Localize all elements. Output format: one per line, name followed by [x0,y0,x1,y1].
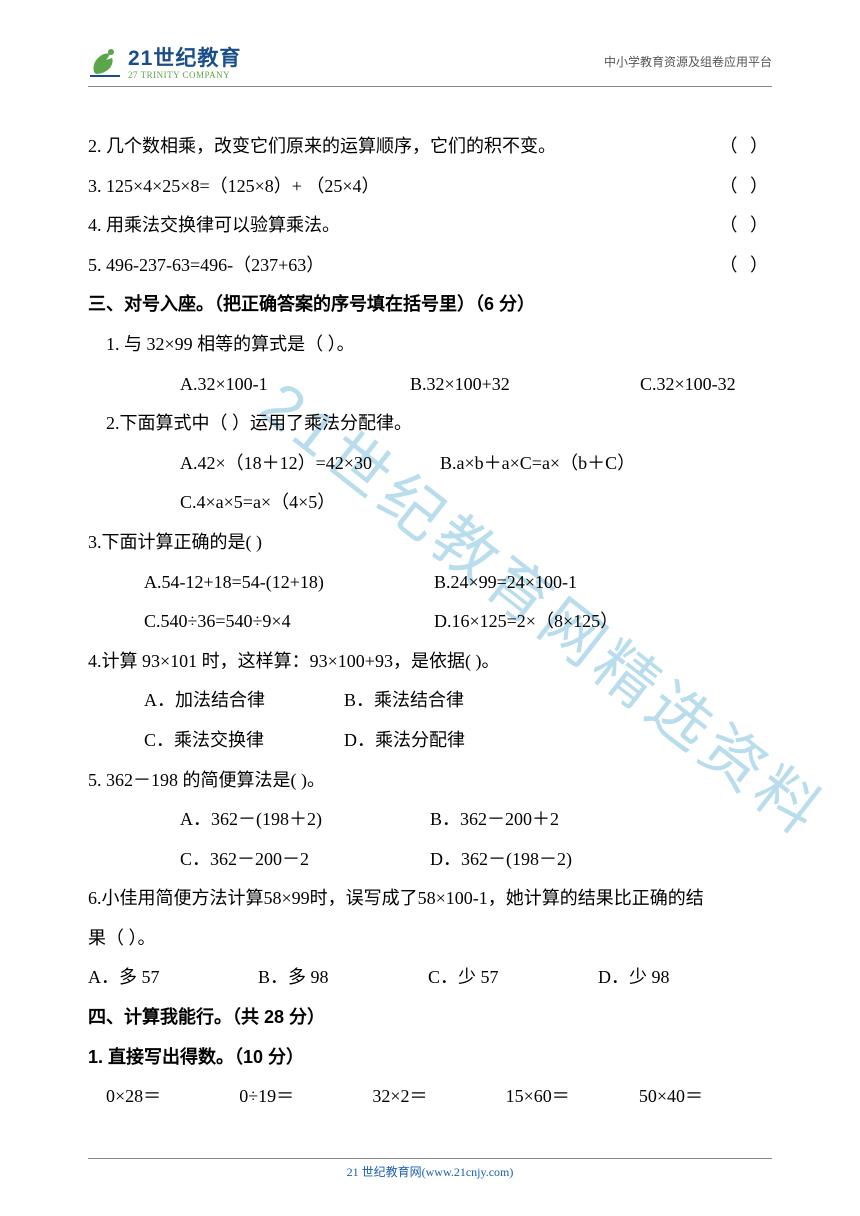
answer-blank[interactable]: （ ） [720,127,773,167]
logo-text-main: 21世纪教育 [128,42,241,72]
page-footer: 21 世纪教育网(www.21cnjy.com) [88,1158,772,1180]
calc-4[interactable]: 15×60＝ [506,1077,639,1117]
s2-q5: 5. 496-237-63=496-（237+63） （ ） [88,246,772,286]
s3-q3-a[interactable]: A.54-12+18=54-(12+18) [144,563,434,603]
s3-q4-opts-row2: C．乘法交换律 D．乘法分配律 [88,721,772,761]
s2-q2: 2. 几个数相乘，改变它们原来的运算顺序，它们的积不变。 （ ） [88,127,772,167]
s3-q5-d[interactable]: D．362－(198－2) [430,840,572,880]
s3-q6-a[interactable]: A．多 57 [88,958,258,998]
s3-q6-stem-a: 6.小佳用简便方法计算58×99时，误写成了58×100-1，她计算的结果比正确… [88,879,772,919]
s2-q3: 3. 125×4×25×8=（125×8）+ （25×4） （ ） [88,167,772,207]
s3-q4-opts-row1: A．加法结合律 B．乘法结合律 [88,681,772,721]
s2-q4-text: 4. 用乘法交换律可以验算乘法。 [88,206,720,246]
s3-q4-stem: 4.计算 93×101 时，这样算：93×100+93，是依据( )。 [88,642,772,682]
s3-q5-opts-row1: A．362－(198＋2) B．362－200＋2 [88,800,772,840]
s3-q1-a[interactable]: A.32×100-1 [180,365,410,405]
s3-q2-a[interactable]: A.42×（18＋12）=42×30 [180,444,440,484]
s3-q6-stem-b: 果（ ）。 [88,919,772,959]
s3-q4-c[interactable]: C．乘法交换律 [144,721,344,761]
logo-text-sub: 27 TRINITY COMPANY [128,70,241,80]
page-header: 21世纪教育 27 TRINITY COMPANY 中小学教育资源及组卷应用平台 [88,42,772,87]
s3-q2-stem: 2.下面算式中（ ）运用了乘法分配律。 [88,404,772,444]
s3-q2-opts-row2: C.4×a×5=a×（4×5） [88,483,772,523]
s3-q6-opts: A．多 57 B．多 98 C．少 57 D．少 98 [88,958,772,998]
s3-q5-c[interactable]: C．362－200－2 [180,840,430,880]
s3-q3-c[interactable]: C.540÷36=540÷9×4 [144,602,434,642]
s3-q4-a[interactable]: A．加法结合律 [144,681,344,721]
calc-2[interactable]: 0÷19＝ [239,1077,372,1117]
calc-5[interactable]: 50×40＝ [639,1077,772,1117]
s3-q5-opts-row2: C．362－200－2 D．362－(198－2) [88,840,772,880]
s3-q6-d[interactable]: D．少 98 [598,958,670,998]
s3-q1-opts: A.32×100-1 B.32×100+32 C.32×100-32 [88,365,772,405]
s3-q1-c[interactable]: C.32×100-32 [640,365,736,405]
s3-q6-c[interactable]: C．少 57 [428,958,598,998]
s3-q3-opts-row1: A.54-12+18=54-(12+18) B.24×99=24×100-1 [88,563,772,603]
answer-blank[interactable]: （ ） [720,206,773,246]
logo: 21世纪教育 27 TRINITY COMPANY [88,42,241,80]
s2-q2-text: 2. 几个数相乘，改变它们原来的运算顺序，它们的积不变。 [88,127,720,167]
s3-q2-opts-row1: A.42×（18＋12）=42×30 B.a×b＋a×C=a×（b＋C） [88,444,772,484]
s3-q2-c[interactable]: C.4×a×5=a×（4×5） [180,483,335,523]
section4-sub1-title: 1. 直接写出得数。（10 分） [88,1038,772,1078]
calc-row-1: 0×28＝ 0÷19＝ 32×2＝ 15×60＝ 50×40＝ [88,1077,772,1117]
s3-q3-stem: 3.下面计算正确的是( ) [88,523,772,563]
s3-q3-b[interactable]: B.24×99=24×100-1 [434,563,577,603]
header-right-text: 中小学教育资源及组卷应用平台 [604,53,772,70]
s3-q3-opts-row2: C.540÷36=540÷9×4 D.16×125=2×（8×125） [88,602,772,642]
calc-1[interactable]: 0×28＝ [106,1077,239,1117]
content-body: 2. 几个数相乘，改变它们原来的运算顺序，它们的积不变。 （ ） 3. 125×… [88,127,772,1117]
s2-q5-text: 5. 496-237-63=496-（237+63） [88,246,720,286]
s3-q2-b[interactable]: B.a×b＋a×C=a×（b＋C） [440,444,635,484]
logo-icon [88,44,122,78]
s3-q5-a[interactable]: A．362－(198＋2) [180,800,430,840]
s3-q5-b[interactable]: B．362－200＋2 [430,800,559,840]
s2-q4: 4. 用乘法交换律可以验算乘法。 （ ） [88,206,772,246]
s3-q3-d[interactable]: D.16×125=2×（8×125） [434,602,618,642]
s3-q1-stem: 1. 与 32×99 相等的算式是（ ）。 [88,325,772,365]
s3-q6-b[interactable]: B．多 98 [258,958,428,998]
s2-q3-text: 3. 125×4×25×8=（125×8）+ （25×4） [88,167,720,207]
answer-blank[interactable]: （ ） [720,167,773,207]
page-container: 21世纪教育 27 TRINITY COMPANY 中小学教育资源及组卷应用平台… [0,0,860,1157]
calc-3[interactable]: 32×2＝ [372,1077,505,1117]
s3-q4-d[interactable]: D．乘法分配律 [344,721,465,761]
section4-title: 四、计算我能行。（共 28 分） [88,998,772,1038]
section3-title: 三、对号入座。（把正确答案的序号填在括号里）（6 分） [88,285,772,325]
s3-q5-stem: 5. 362－198 的简便算法是( )。 [88,761,772,801]
answer-blank[interactable]: （ ） [720,246,773,286]
s3-q4-b[interactable]: B．乘法结合律 [344,681,464,721]
s3-q1-b[interactable]: B.32×100+32 [410,365,640,405]
